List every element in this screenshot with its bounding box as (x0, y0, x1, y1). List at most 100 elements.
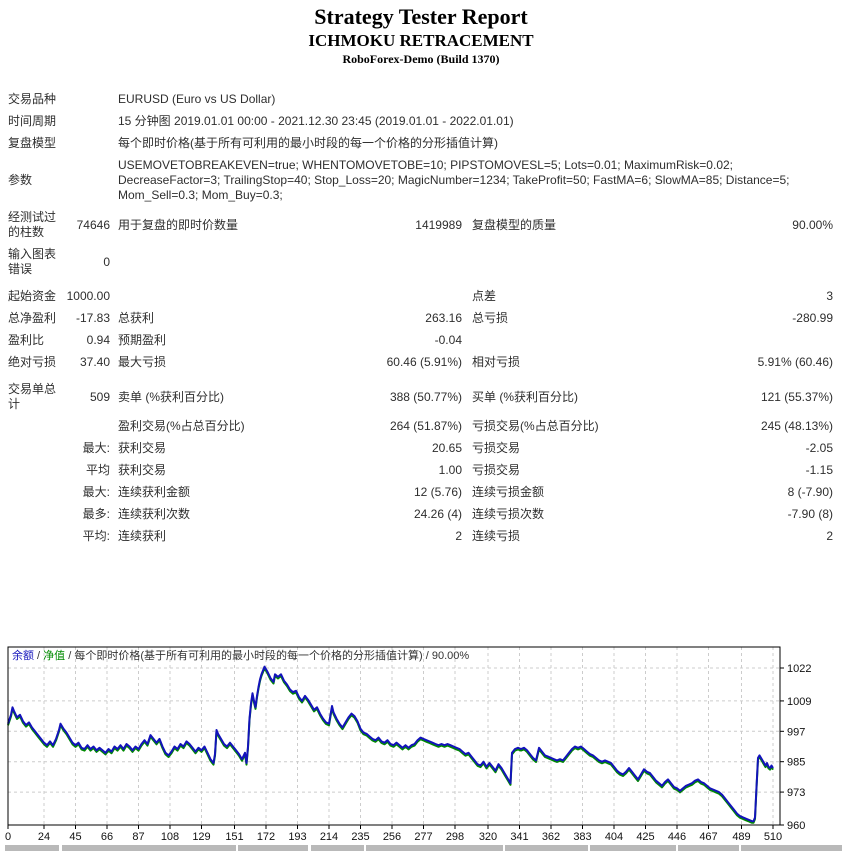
table-row: 平均 获利交易 1.00 亏损交易 -1.15 (8, 463, 834, 478)
row-label: 参数 (8, 173, 33, 187)
cell-value: 平均: (82, 529, 110, 543)
report-title: Strategy Tester Report (314, 4, 528, 29)
x-axis-label: 45 (69, 831, 81, 843)
row-label: 交易品种 (8, 92, 57, 106)
cell-label: 总获利 (118, 311, 155, 325)
balance-chart-svg: 0 24 45 66 87 108 129 151 172 193 214 235 256 277 298 3… (5, 646, 811, 843)
cell-value: -280.99 (792, 311, 833, 325)
x-axis-label: 467 (699, 831, 717, 843)
cell-value: 264 (51.87%) (389, 419, 462, 433)
cell-label: 最大亏损 (118, 355, 167, 369)
cell-label: 买单 (%获利百分比) (472, 389, 578, 404)
table-row: 参数 USEMOVETOBREAKEVEN=true; WHENTOMOVETOB… (8, 158, 834, 203)
cell-value: 平均 (85, 463, 110, 477)
chart-legend: 余额 / 净值 / 每个即时价格(基于所有可利用的最小时段的每一个价格的分形插值… (12, 648, 469, 662)
table-row: 最多: 连续获利次数 24.26 (4) 连续亏损次数 -7.90 (8) (8, 507, 834, 522)
cell-value: 0.94 (86, 333, 110, 347)
x-axis-label: 489 (732, 831, 750, 843)
cell-value: 12 (5.76) (413, 485, 462, 499)
cell-value: 最多: (82, 507, 110, 521)
cell-label: 盈利交易(%占总百分比) (118, 419, 245, 433)
cell-label: 获利交易 (118, 441, 167, 455)
row-label: 绝对亏损 (8, 355, 57, 369)
row-value: USEMOVETOBREAKEVEN=true; WHENTOMOVETOBE=… (118, 158, 790, 202)
row-label: 盈利比 (8, 333, 45, 347)
x-axis-label: 235 (351, 831, 369, 843)
cell-value: 74646 (76, 217, 110, 232)
x-axis-label: 172 (257, 831, 275, 843)
cell-label: 连续亏损 (472, 529, 521, 543)
y-axis-label: 1009 (787, 696, 811, 708)
cell-label: 点差 (472, 289, 497, 303)
next-table-header-cell (741, 845, 842, 851)
cell-label: 连续亏损次数 (472, 507, 545, 521)
table-row: 平均: 连续获利 2 连续亏损 2 (8, 529, 834, 544)
cell-value: -0.04 (434, 333, 462, 347)
plot-border (7, 646, 781, 826)
row-label: 经测试过的柱数 (8, 210, 57, 239)
cell-value: -2.05 (805, 441, 833, 455)
x-axis-label: 66 (101, 831, 113, 843)
row-label: 复盘模型 (8, 136, 57, 150)
cell-label: 相对亏损 (472, 355, 521, 369)
table-row: 经测试过的柱数 74646 用于复盘的即时价数量 1419989 复盘模型的质量 90.0… (8, 210, 834, 240)
cell-value: 最大: (82, 441, 110, 455)
strategy-name: ICHMOKU RETRACEMENT (308, 31, 534, 50)
row-label: 起始资金 (8, 289, 57, 303)
x-axis-label: 151 (225, 831, 243, 843)
table-row: 最大: 连续获利金额 12 (5.76) 连续亏损金额 8 (-7.90) (8, 485, 834, 500)
x-axis-label: 256 (383, 831, 401, 843)
cell-value: 8 (-7.90) (787, 485, 833, 499)
row-label: 交易单总计 (8, 382, 57, 411)
balance-chart: 0 24 45 66 87 108 129 151 172 193 214 235 256 277 298 3… (0, 645, 842, 851)
cell-label: 复盘模型的质量 (472, 217, 557, 232)
cell-value: 245 (48.13%) (760, 419, 833, 433)
cell-value: -1.15 (805, 463, 833, 477)
y-axis-label: 985 (787, 757, 805, 769)
cell-value: 509 (89, 389, 110, 404)
cell-value: 2 (826, 529, 833, 543)
next-table-header-cell (238, 845, 308, 851)
x-axis-label: 214 (320, 831, 338, 843)
cell-value: 24.26 (4) (413, 507, 462, 521)
cell-label: 总亏损 (472, 311, 509, 325)
table-row: 绝对亏损 37.40 最大亏损 60.46 (5.91%) 相对亏损 5.91% (60.… (8, 355, 834, 370)
cell-label: 卖单 (%获利百分比) (118, 389, 224, 404)
table-row: 盈利比 0.94 预期盈利 -0.04 (8, 333, 834, 348)
cell-label: 亏损交易 (472, 441, 521, 455)
x-axis-label: 277 (414, 831, 432, 843)
x-axis-label: 510 (764, 831, 782, 843)
plot-area (8, 647, 780, 825)
cell-value: 5.91% (60.46) (757, 355, 833, 369)
cell-label: 连续亏损金额 (472, 485, 545, 499)
x-axis-label: 320 (479, 831, 497, 843)
cell-label: 用于复盘的即时价数量 (118, 217, 239, 232)
x-axis-label: 24 (38, 831, 50, 843)
report-header: Strategy Tester Report ICHMOKU RETRACEME… (0, 4, 842, 67)
next-table-header-cell (311, 845, 364, 851)
x-axis-label: 362 (542, 831, 560, 843)
server-build: RoboForex-Demo (Build 1370) (342, 52, 500, 66)
x-axis-label: 108 (161, 831, 179, 843)
row-value: 15 分钟图 2019.01.01 00:00 - 2021.12.30 23:… (118, 114, 514, 128)
y-axis-label: 973 (787, 787, 805, 799)
cell-label: 预期盈利 (118, 333, 167, 347)
next-table-header-cell (590, 845, 676, 851)
x-axis-label: 87 (132, 831, 144, 843)
table-row: 复盘模型 每个即时价格(基于所有可利用的最小时段的每一个价格的分形插值计算) (8, 136, 834, 151)
x-axis-label: 193 (288, 831, 306, 843)
cell-value: 1000.00 (66, 289, 110, 303)
cell-label: 连续获利金额 (118, 485, 191, 499)
cell-label: 亏损交易(%占总百分比) (472, 419, 599, 433)
cell-value: -7.90 (8) (787, 507, 833, 521)
cell-value: 0 (103, 254, 110, 269)
table-row: 交易单总计 509 卖单 (%获利百分比) 388 (50.77%) 买单 (%获利百分… (8, 382, 834, 412)
row-value: EURUSD (Euro vs US Dollar) (118, 92, 276, 106)
cell-value: 3 (826, 289, 833, 303)
next-table-header-cell (366, 845, 503, 851)
cell-label: 亏损交易 (472, 463, 521, 477)
cell-value: 388 (50.77%) (389, 389, 462, 404)
row-value: 每个即时价格(基于所有可利用的最小时段的每一个价格的分形插值计算) (118, 136, 498, 150)
next-table-header-cell (505, 845, 588, 851)
table-row: 交易品种 EURUSD (Euro vs US Dollar) (8, 92, 834, 107)
